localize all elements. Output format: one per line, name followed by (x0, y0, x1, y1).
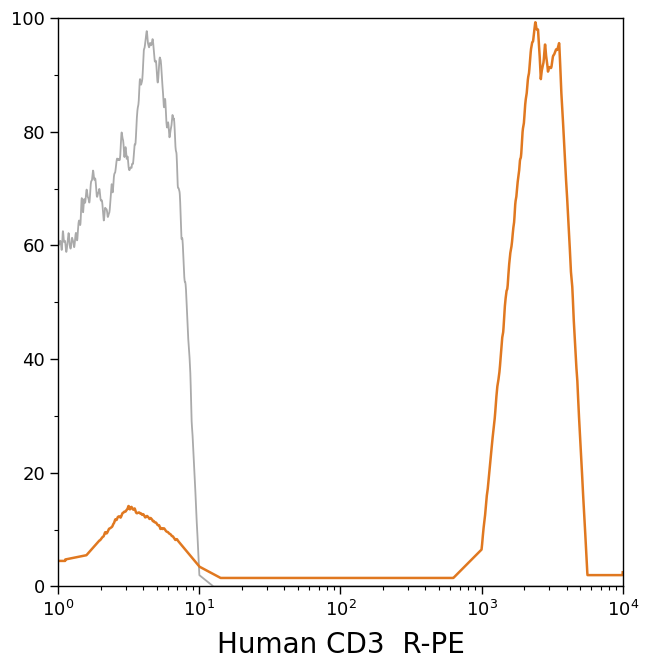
X-axis label: Human CD3  R-PE: Human CD3 R-PE (216, 631, 464, 659)
